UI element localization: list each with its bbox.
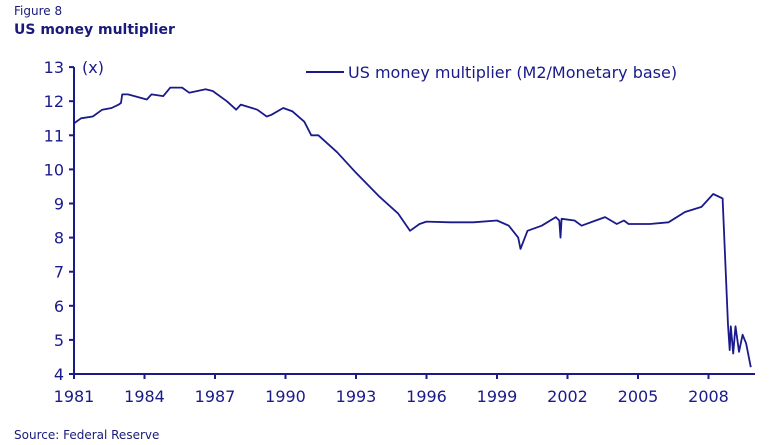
x-tick-label: 1987 [195, 387, 236, 406]
x-tick-label: 1993 [336, 387, 377, 406]
legend-label: US money multiplier (M2/Monetary base) [348, 63, 677, 82]
series-line-money-multiplier [73, 86, 752, 368]
x-tick-label: 1990 [265, 387, 306, 406]
figure-label: Figure 8 [14, 4, 63, 18]
y-tick-label: 9 [54, 195, 64, 214]
x-tick-label: 1981 [54, 387, 95, 406]
x-tick-label: 1984 [124, 387, 165, 406]
x-tick-label: 1999 [477, 387, 518, 406]
y-axis-unit-label: (x) [82, 58, 104, 77]
y-tick-label: 5 [54, 331, 64, 350]
x-tick-label: 2002 [547, 387, 588, 406]
y-tick-label: 12 [44, 92, 64, 111]
y-tick-label: 6 [54, 297, 64, 316]
y-tick-label: 7 [54, 263, 64, 282]
y-tick-label: 4 [54, 365, 64, 384]
x-tick-label: 1996 [406, 387, 447, 406]
y-tick-label: 13 [44, 58, 64, 77]
x-tick-label: 2005 [618, 387, 659, 406]
y-tick-label: 10 [44, 160, 64, 179]
chart-title: US money multiplier [14, 22, 175, 38]
y-tick-label: 11 [44, 126, 64, 145]
y-tick-label: 8 [54, 229, 64, 248]
x-tick-label: 2008 [688, 387, 729, 406]
source-note: Source: Federal Reserve [14, 428, 160, 442]
